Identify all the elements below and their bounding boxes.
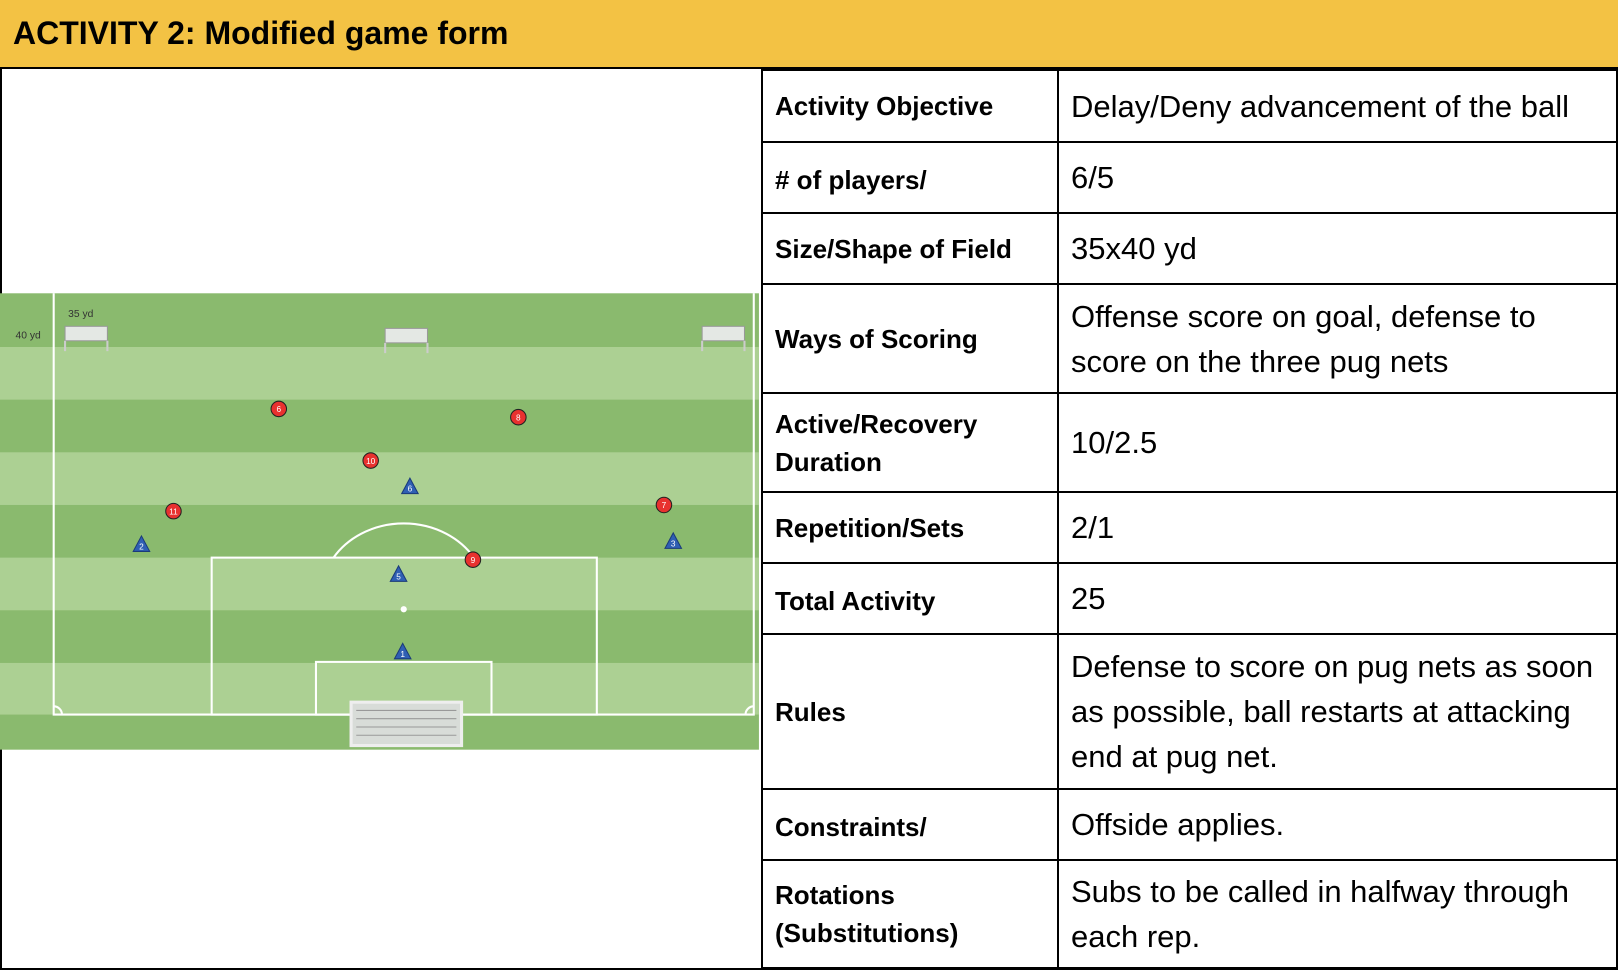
player-number: 9 (471, 556, 476, 565)
row-label: Size/Shape of Field (761, 212, 1059, 285)
cell-text: Subs to be called in halfway through eac… (1071, 874, 1570, 954)
row-label: Active/Recovery Duration (761, 392, 1059, 493)
player-marker (165, 502, 182, 520)
row-label: Rotations (Substitutions) (761, 859, 1059, 969)
row-value: Offside applies. (1057, 788, 1618, 861)
table-row: Total Activity Duration 25 (761, 562, 1618, 635)
cell-text: 25 (1071, 581, 1106, 616)
activity-table: Activity Objective Delay/Deny advancement… (761, 69, 1618, 969)
row-label: Constraints/ Restraints (761, 788, 1059, 861)
player-number: 10 (366, 457, 376, 466)
player-marker (270, 400, 288, 418)
player-number: 11 (169, 507, 178, 516)
cell-text: Size/Shape of Field (775, 233, 1012, 264)
width-label: 40 yd (15, 331, 40, 342)
row-label: # of players/ Opponent (761, 141, 1059, 214)
player-number: 5 (396, 572, 401, 581)
row-value: Offense score on goal, defense to score … (1057, 283, 1618, 394)
stripe (0, 346, 759, 400)
header: ACTIVITY 2: Modified game form (0, 0, 1618, 69)
cell-text: Active/Recovery Duration (775, 408, 978, 477)
player-marker (132, 534, 151, 552)
blue-player: 2 (132, 534, 151, 552)
row-label: Ways of Scoring (761, 283, 1059, 394)
penalty-spot (400, 606, 407, 613)
goal (349, 700, 464, 748)
table-row: Ways of Scoring Offense score on goal, de… (761, 283, 1618, 394)
stripe (0, 557, 759, 611)
player-number: 6 (408, 485, 413, 494)
cell-text: Rotations (Substitutions) (775, 880, 959, 948)
title: ACTIVITY 2: Modified game form (13, 15, 509, 51)
cell-text: Constraints/ Restraints (775, 812, 927, 855)
table-row: # of players/ Opponent 6/5 (761, 141, 1618, 214)
cell-text: Total Activity Duration (775, 586, 936, 629)
table-row: Repetition/Sets 2/1 (761, 491, 1618, 564)
player-marker (655, 496, 673, 514)
border (0, 968, 1618, 970)
cell-text: Rules (775, 696, 846, 727)
blue-player: 3 (664, 531, 683, 549)
stripe (0, 452, 759, 505)
player-marker (389, 564, 408, 582)
cell-text: # of players/ Opponent (775, 165, 927, 208)
players: 6 8 10 11 7 9 6 2 3 5 1 (132, 400, 683, 660)
cell-text: Defense to score on pug nets as soon as … (1071, 649, 1594, 774)
blue-player: 1 (393, 642, 412, 660)
table-row: Active/Recovery Duration 10/2.5 (761, 392, 1618, 493)
row-label: Repetition/Sets (761, 491, 1059, 564)
row-label: Activity Objective (761, 69, 1059, 143)
row-value: Delay/Deny advancement of the ball (1057, 69, 1618, 143)
blue-player: 5 (389, 564, 408, 582)
row-value: 35x40 yd (1057, 212, 1618, 285)
table-row: Rotations (Substitutions) Subs to be call… (761, 859, 1618, 969)
red-player: 8 (510, 408, 527, 426)
player-marker (664, 531, 683, 549)
pitch: 40 yd 35 yd (0, 293, 759, 750)
cell-text: Repetition/Sets (775, 512, 965, 543)
row-value: 6/5 (1057, 141, 1618, 214)
cell-text: Delay/Deny advancement of the ball (1071, 88, 1570, 124)
player-marker (393, 642, 412, 660)
length-label: 35 yd (68, 309, 93, 320)
table-row: Constraints/ Restraints Offside applies. (761, 788, 1618, 861)
player-number: 3 (671, 539, 676, 548)
row-value: Defense to score on pug nets as soon as … (1057, 633, 1618, 790)
cell-text: Activity Objective (775, 91, 994, 121)
table-row: Rules Defense to score on pug nets as soo… (761, 633, 1618, 790)
row-label: Rules (761, 633, 1059, 790)
player-number: 7 (662, 501, 667, 510)
table-row: Size/Shape of Field 35x40 yd (761, 212, 1618, 285)
player-marker (464, 551, 482, 568)
cell-text: 10/2.5 (1071, 425, 1158, 460)
blue-player: 6 (400, 477, 420, 495)
cell-text: Offside applies. (1071, 807, 1285, 842)
field-diagram: 40 yd 35 yd 6 8 10 11 7 9 6 2 3 5 1 (0, 293, 759, 750)
player-number: 1 (400, 650, 405, 659)
player-number: 8 (516, 413, 521, 422)
cell-text: Ways of Scoring (775, 323, 978, 354)
table-row: Activity Objective Delay/Deny advancement… (761, 69, 1618, 143)
row-value: 25 (1057, 562, 1618, 635)
red-player: 6 (270, 400, 288, 418)
player-marker (510, 408, 527, 426)
row-value: Subs to be called in halfway through eac… (1057, 859, 1618, 969)
cell-text: 2/1 (1071, 510, 1115, 545)
red-player: 9 (464, 551, 482, 568)
red-player: 7 (655, 496, 673, 514)
row-value: 2/1 (1057, 491, 1618, 564)
red-player: 10 (362, 452, 379, 469)
player-number: 2 (139, 542, 144, 551)
row-value: 10/2.5 (1057, 392, 1618, 493)
cell-text: 6/5 (1071, 160, 1115, 195)
row-label: Total Activity Duration (761, 562, 1059, 635)
pug-nets (64, 325, 746, 354)
player-marker (362, 452, 379, 469)
red-player: 11 (165, 502, 182, 520)
player-marker (400, 477, 420, 495)
cell-text: 35x40 yd (1071, 231, 1197, 266)
cell-text: Offense score on goal, defense to score … (1071, 298, 1536, 379)
player-number: 6 (276, 405, 281, 414)
